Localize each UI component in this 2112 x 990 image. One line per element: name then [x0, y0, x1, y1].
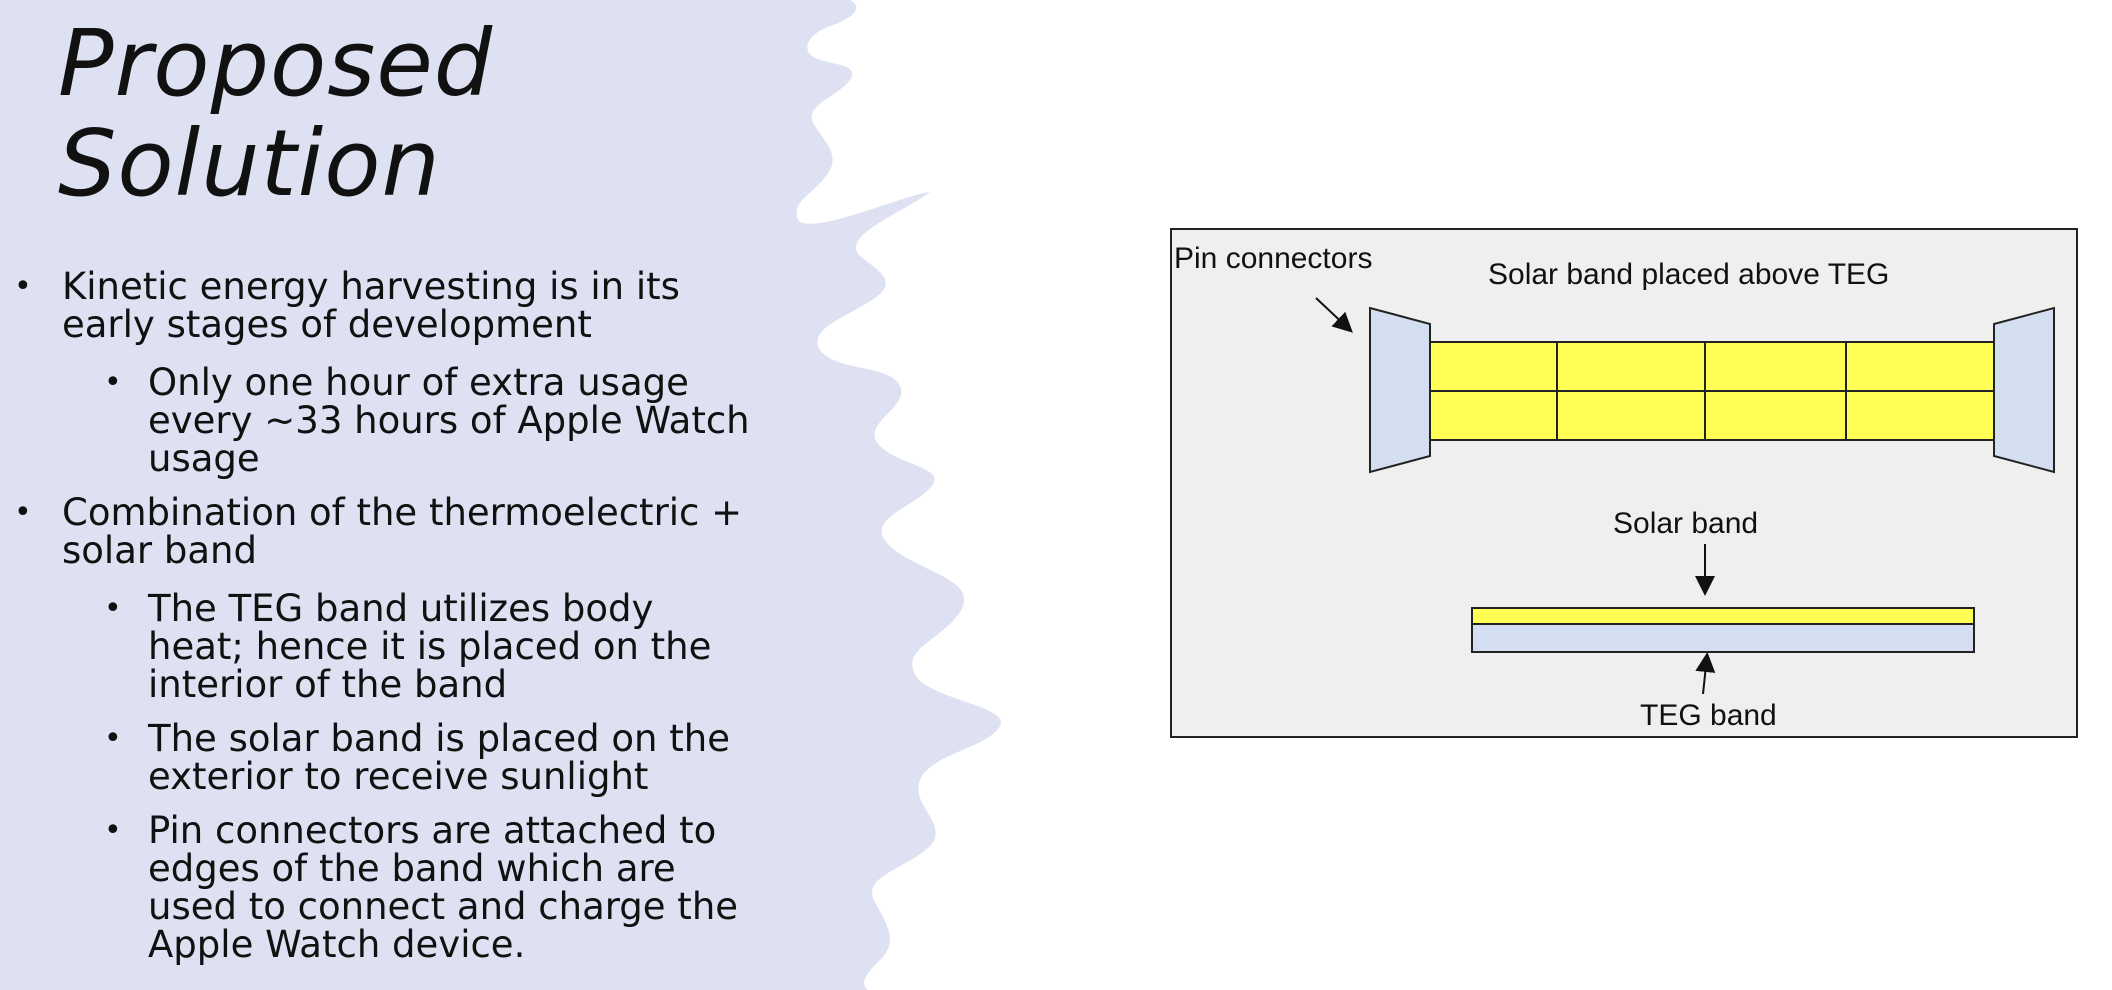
bullet-text: The TEG band utilizes body heat; hence i… — [148, 587, 712, 706]
band-diagram: Pin connectors Solar band placed above T… — [1170, 228, 2078, 738]
bullet-dot-icon: • — [104, 813, 122, 848]
bullet-text: Combination of the thermoelectric + sola… — [62, 491, 743, 572]
sub-bullet-item: • The solar band is placed on the exteri… — [0, 720, 760, 796]
sub-bullet-item: • Pin connectors are attached to edges o… — [0, 812, 760, 964]
bullet-dot-icon: • — [14, 495, 32, 530]
diagram-panel — [1170, 228, 2078, 738]
pin-connectors-label: Pin connectors — [1174, 242, 1372, 275]
bullet-dot-icon: • — [104, 591, 122, 626]
bullet-text: Kinetic energy harvesting is in its earl… — [62, 265, 680, 346]
blue-brush-shape — [0, 0, 1001, 990]
sub-bullet-item: • Only one hour of extra usage every ~33… — [0, 364, 760, 478]
bullet-item: • Kinetic energy harvesting is in its ea… — [0, 268, 760, 344]
bullet-text: Pin connectors are attached to edges of … — [148, 809, 739, 966]
solar-cell-grid — [1429, 341, 1995, 441]
bullet-dot-icon: • — [14, 269, 32, 304]
pin-connector-arrow — [1315, 297, 1353, 333]
teg-band-arrow — [1695, 652, 1716, 695]
slide-title: Proposed Solution — [58, 14, 493, 214]
bullet-dot-icon: • — [104, 365, 122, 400]
bullet-list: • Kinetic energy harvesting is in its ea… — [0, 268, 760, 980]
bullet-dot-icon: • — [104, 721, 122, 756]
solar-band-label: Solar band — [1613, 507, 1758, 540]
bullet-item: • Combination of the thermoelectric + so… — [0, 494, 760, 570]
left-pin-connector — [1369, 306, 1431, 474]
title-line-2: Solution — [58, 110, 441, 217]
solar-band-layer — [1471, 607, 1975, 625]
right-pin-connector — [1993, 306, 2055, 474]
teg-band-layer — [1471, 623, 1975, 653]
title-line-1: Proposed — [58, 10, 494, 117]
teg-band-label: TEG band — [1640, 699, 1777, 732]
bullet-text: Only one hour of extra usage every ~33 h… — [148, 361, 750, 480]
sub-bullet-item: • The TEG band utilizes body heat; hence… — [0, 590, 760, 704]
solar-above-teg-label: Solar band placed above TEG — [1488, 258, 1889, 291]
bullet-text: The solar band is placed on the exterior… — [148, 717, 730, 798]
